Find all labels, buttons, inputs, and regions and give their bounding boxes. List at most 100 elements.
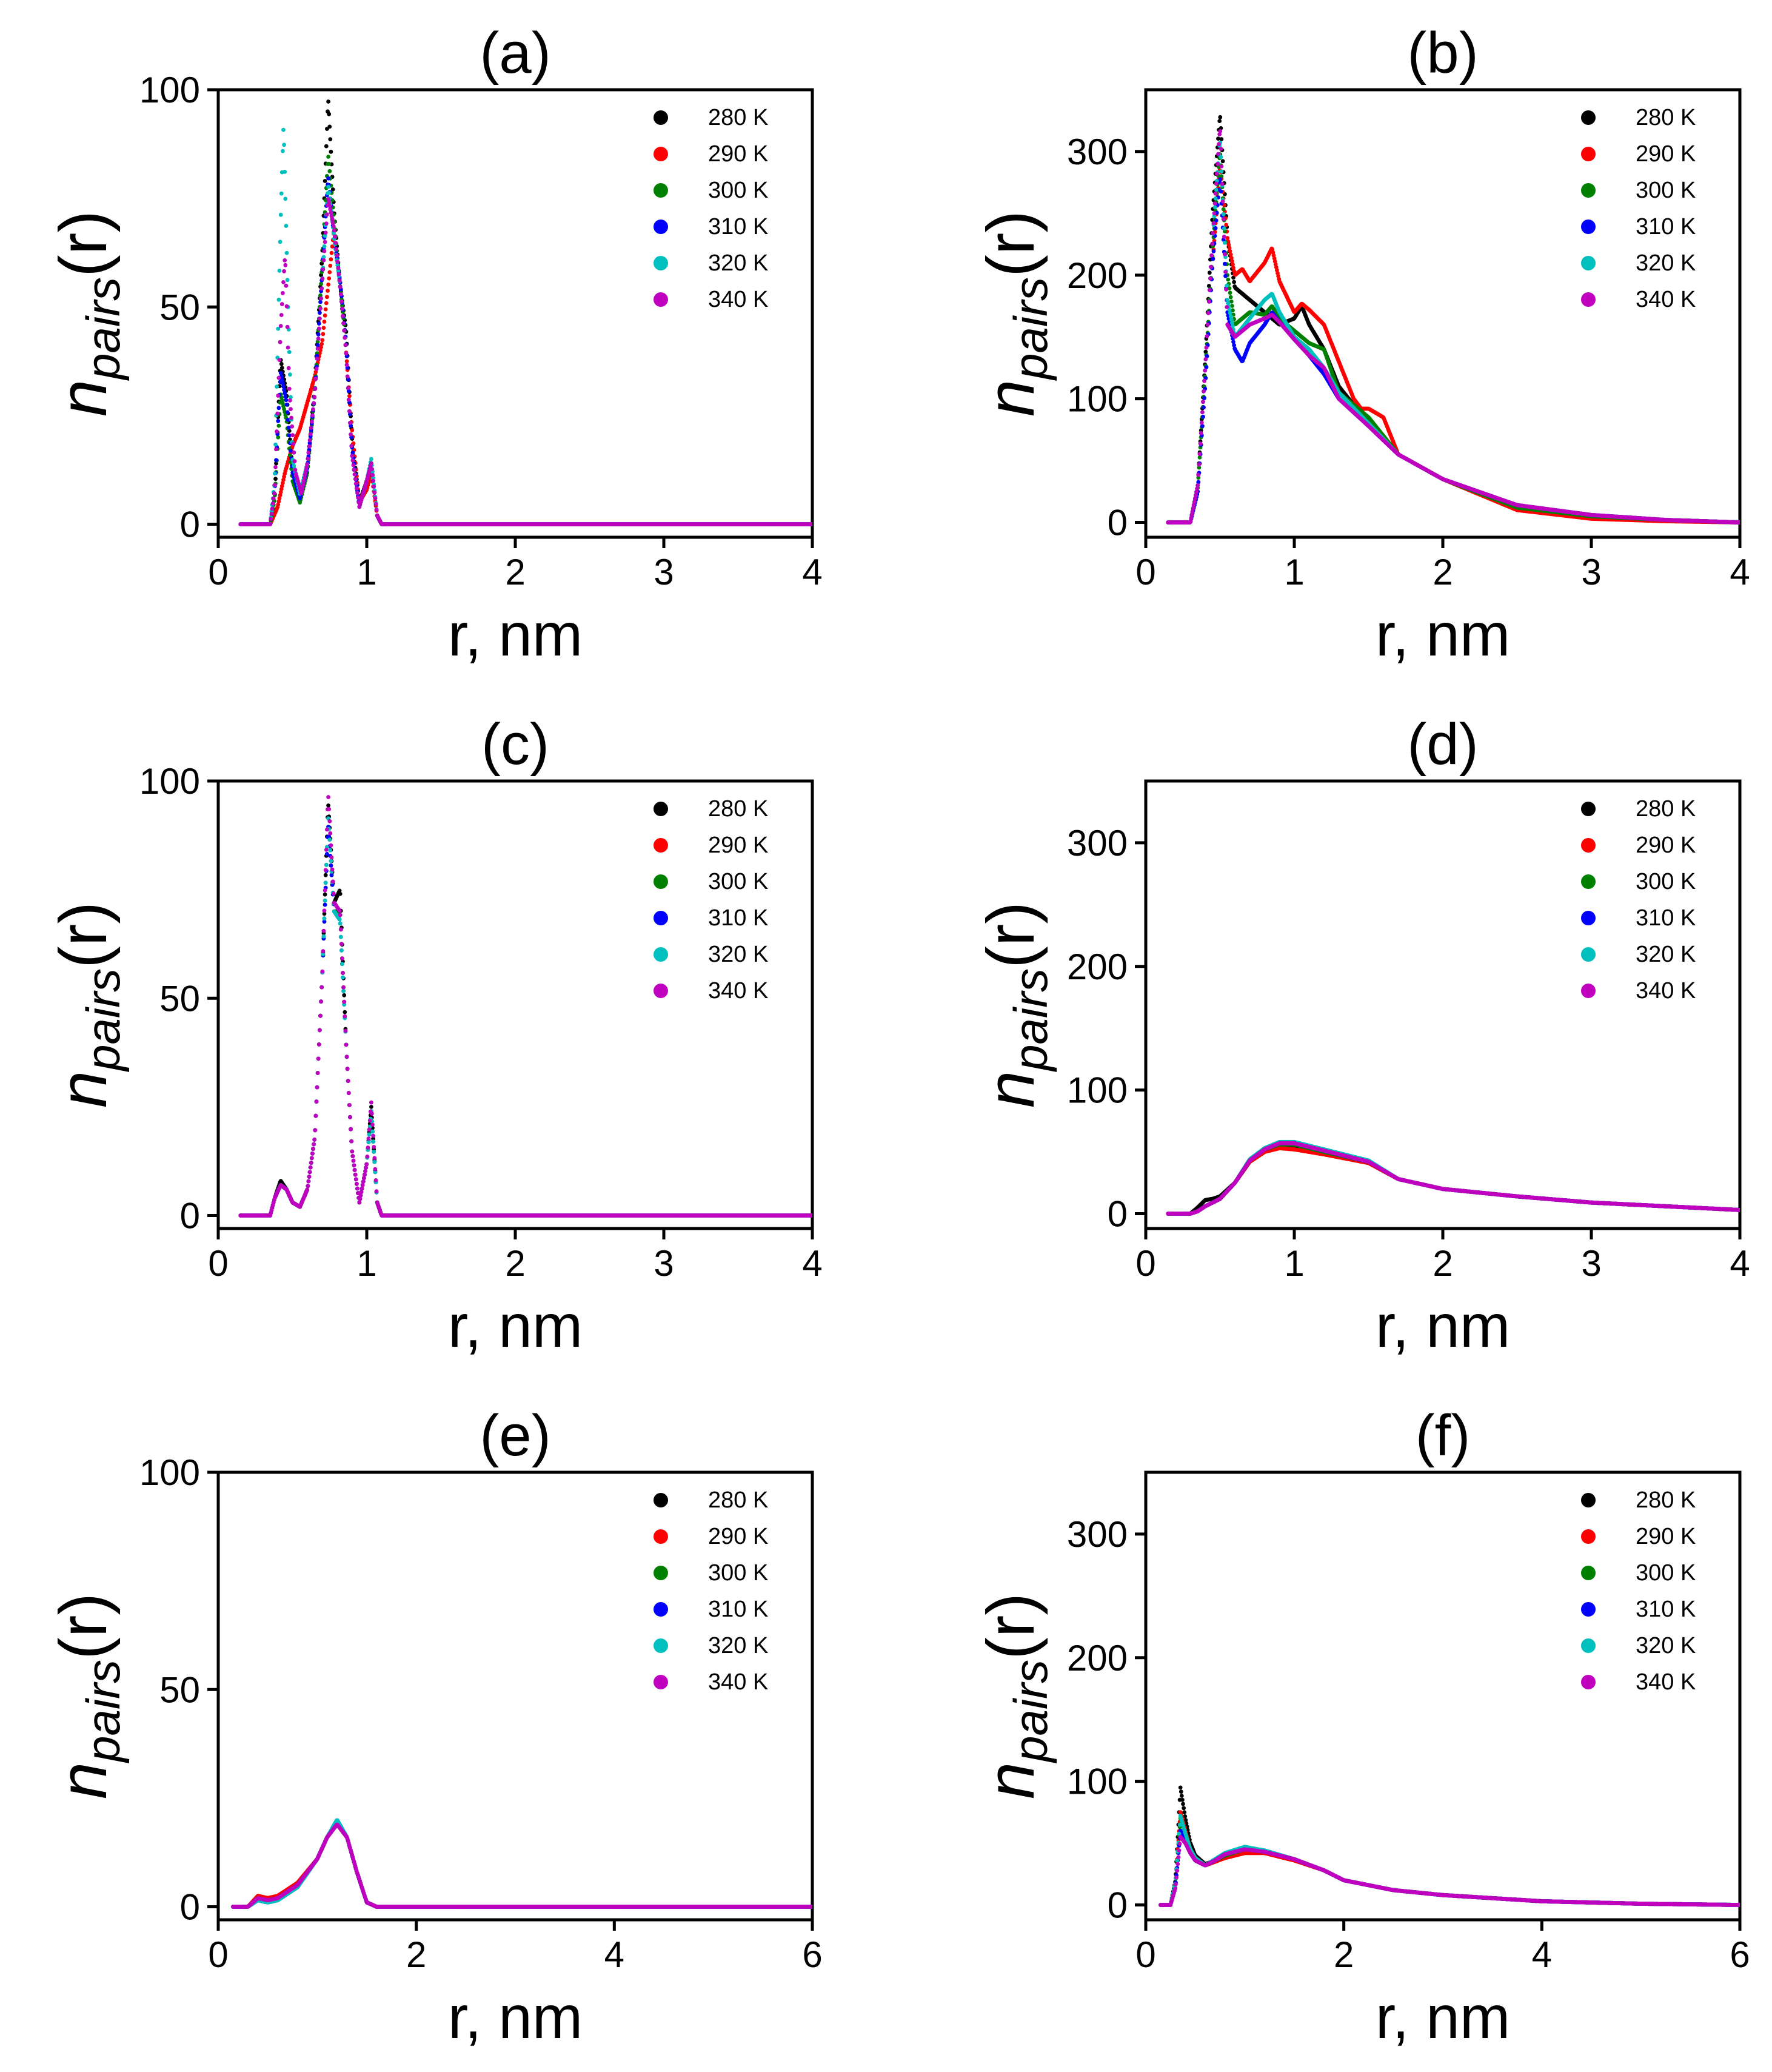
data-point (273, 477, 278, 481)
data-point (273, 471, 277, 476)
data-point (284, 398, 289, 403)
data-point (283, 258, 287, 263)
data-point (329, 214, 334, 218)
data-point (324, 221, 329, 226)
data-point (328, 137, 333, 142)
data-point (327, 112, 332, 116)
data-point (284, 283, 289, 288)
data-point (320, 338, 325, 343)
data-point (349, 432, 353, 437)
data-point (325, 212, 329, 216)
data-point (337, 278, 342, 283)
data-point (304, 469, 308, 474)
data-point (279, 377, 284, 382)
series-300k (238, 155, 812, 526)
data-point (276, 326, 281, 331)
data-point (333, 234, 337, 239)
data-point (270, 506, 275, 511)
data-point (277, 358, 282, 362)
data-point (284, 304, 289, 309)
data-point (276, 418, 281, 423)
data-point (311, 407, 315, 412)
data-point (285, 410, 290, 415)
data-point (276, 423, 281, 428)
y-axis-label-symbol: n (46, 380, 121, 417)
data-point (316, 337, 321, 341)
data-point (271, 496, 276, 501)
data-point (286, 345, 290, 350)
y-tick-label: 0 (180, 505, 200, 545)
data-point (326, 99, 330, 104)
data-point (282, 142, 286, 147)
data-point (281, 384, 286, 389)
data-point (336, 266, 341, 270)
data-point (278, 324, 283, 328)
data-point (274, 458, 278, 463)
data-point (313, 377, 318, 381)
data-point (345, 374, 350, 379)
data-point (318, 293, 323, 298)
data-point (336, 272, 341, 277)
data-point (304, 465, 309, 470)
panel-title: (a) (480, 21, 550, 85)
data-point (350, 454, 355, 458)
data-point (329, 210, 333, 215)
data-point (273, 442, 278, 447)
data-point (277, 269, 282, 273)
data-point (318, 306, 323, 311)
data-point (344, 351, 349, 356)
data-point (278, 240, 283, 244)
data-point (369, 457, 373, 461)
data-point (315, 343, 320, 347)
data-point (343, 335, 347, 340)
data-point (369, 461, 373, 466)
data-point (373, 496, 378, 500)
data-point (323, 307, 328, 312)
data-point (309, 420, 314, 424)
data-point (306, 457, 310, 461)
x-tick-label: 2 (505, 552, 525, 592)
data-point (374, 508, 379, 512)
data-point (282, 387, 286, 392)
data-point (371, 478, 375, 483)
data-point (321, 255, 326, 260)
data-point (286, 425, 291, 430)
data-point (319, 286, 324, 291)
data-point (330, 187, 335, 192)
data-point (327, 200, 332, 205)
data-point (323, 179, 327, 183)
data-point (329, 149, 333, 154)
data-point (328, 263, 333, 268)
data-point (327, 276, 332, 281)
data-point (321, 267, 326, 272)
data-point (278, 212, 283, 217)
data-point (309, 426, 313, 430)
data-point (372, 484, 376, 489)
data-point (279, 313, 284, 317)
data-point (319, 345, 323, 349)
data-point (276, 375, 281, 380)
data-point (269, 517, 273, 521)
data-point (335, 253, 339, 258)
data-point (277, 496, 282, 501)
data-point (284, 402, 289, 407)
data-point (278, 490, 283, 494)
data-point (316, 332, 321, 337)
data-point (349, 444, 354, 448)
data-point (316, 321, 321, 326)
x-tick-label: 1 (356, 552, 376, 592)
data-point (272, 491, 276, 495)
data-point (355, 491, 359, 495)
data-point (287, 386, 292, 391)
data-point (323, 240, 327, 244)
data-point (287, 350, 292, 354)
y-tick-label: 100 (139, 70, 200, 110)
data-point (342, 328, 347, 333)
data-point (275, 429, 279, 434)
data-point (283, 263, 288, 267)
data-point (303, 475, 307, 480)
x-tick-label: 3 (654, 552, 674, 592)
data-point (353, 481, 358, 486)
y-axis-label-subscript: pairs (76, 277, 130, 381)
